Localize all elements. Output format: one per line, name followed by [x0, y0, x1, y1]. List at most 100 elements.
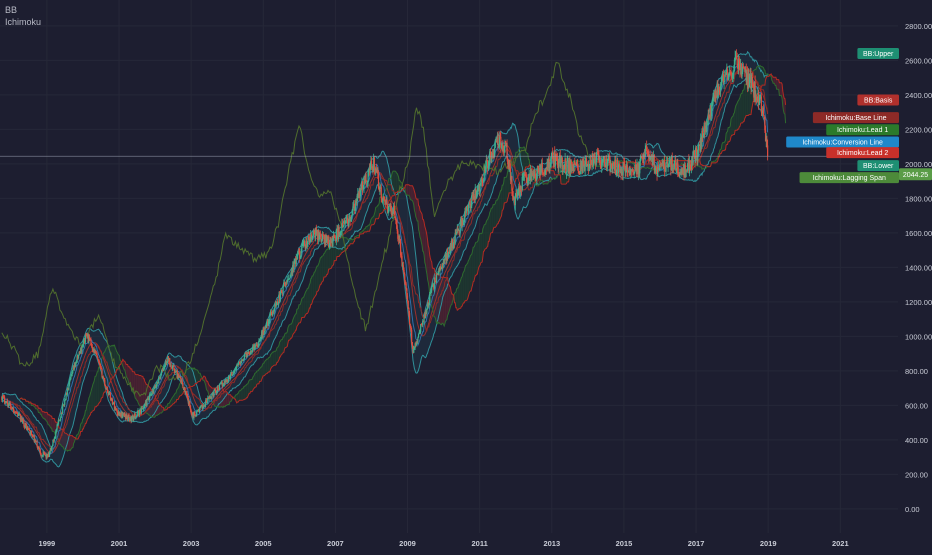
ichimoku-cloud-segment	[461, 277, 462, 308]
ichimoku-cloud-segment	[242, 389, 243, 400]
ichimoku-cloud-segment	[488, 216, 489, 242]
ichimoku-cloud-segment	[481, 233, 482, 262]
ichimoku-cloud-segment	[271, 354, 272, 369]
ichimoku-cloud-segment	[742, 90, 743, 123]
ichimoku-cloud-segment	[268, 358, 269, 373]
ichimoku-cloud-segment	[265, 360, 266, 375]
ichimoku-cloud-segment	[314, 272, 315, 299]
candle-body	[411, 330, 412, 342]
ichimoku-cloud-segment	[723, 142, 724, 150]
ichimoku-cloud-segment	[95, 376, 96, 406]
candle-body	[171, 365, 172, 368]
ichimoku-cloud-segment	[459, 282, 460, 309]
ichimoku-cloud-segment	[423, 220, 424, 256]
ichimoku-cloud-segment	[463, 272, 464, 304]
ichimoku-cloud-segment	[197, 370, 198, 384]
candle-body	[436, 274, 437, 283]
ichimoku-cloud-segment	[448, 282, 449, 314]
ichimoku-cloud-segment	[468, 260, 469, 297]
ichimoku-cloud-segment	[92, 387, 93, 413]
y-axis-tick-label: 1600.00	[905, 229, 932, 238]
ichimoku-cloud-segment	[485, 224, 486, 249]
ichimoku-cloud-segment	[298, 308, 299, 325]
ichimoku-cloud-segment	[777, 80, 778, 90]
ichimoku-cloud-segment	[327, 249, 328, 274]
ichimoku-cloud-segment	[277, 348, 278, 363]
ichimoku-cloud-segment	[311, 278, 312, 304]
ichimoku-cloud-segment	[92, 384, 93, 411]
candle-body	[706, 125, 707, 132]
ichimoku-cloud-segment	[526, 152, 527, 167]
ichimoku-cloud-segment	[737, 103, 738, 130]
candle-body	[101, 369, 102, 377]
ichimoku-cloud-segment	[94, 380, 95, 410]
ichimoku-cloud-segment	[312, 276, 313, 303]
candle-body	[23, 421, 24, 426]
ichimoku-cloud-segment	[72, 436, 73, 449]
ichimoku-cloud-segment	[141, 376, 142, 408]
indicator-tag-label: Ichimoku:Lead 2	[837, 150, 888, 157]
candle-body	[135, 417, 136, 419]
ichimoku-cloud-segment	[408, 185, 409, 196]
ichimoku-cloud-segment	[306, 290, 307, 314]
ichimoku-cloud-segment	[289, 324, 290, 340]
candle-body	[431, 286, 432, 290]
candle-body	[381, 187, 382, 197]
ichimoku-cloud-segment	[303, 297, 304, 318]
candle-body	[698, 145, 699, 150]
ichimoku-cloud-segment	[408, 185, 409, 196]
candle-body	[743, 66, 744, 67]
indicator-tag-label: Ichimoku:Lead 1	[837, 127, 888, 134]
ichimoku-cloud-segment	[313, 275, 314, 301]
y-axis-tick-label: 1000.00	[905, 332, 932, 341]
ichimoku-cloud-segment	[199, 373, 200, 382]
candle-body	[213, 391, 214, 396]
ichimoku-cloud-segment	[302, 298, 303, 318]
ichimoku-cloud-segment	[496, 200, 497, 227]
ichimoku-cloud-segment	[260, 368, 261, 381]
ichimoku-cloud-segment	[745, 84, 746, 118]
x-axis-year-label: 2011	[472, 539, 488, 548]
ichimoku-cloud-segment	[307, 288, 308, 313]
ichimoku-cloud-segment	[71, 436, 72, 450]
candle-body	[36, 441, 37, 445]
ichimoku-cloud-segment	[53, 419, 54, 432]
ichimoku-cloud-segment	[324, 253, 325, 277]
ichimoku-cloud-segment	[244, 386, 245, 400]
candle-body	[763, 108, 764, 116]
y-axis-tick-label: 600.00	[905, 401, 928, 410]
ichimoku-cloud-segment	[727, 132, 728, 145]
ichimoku-cloud-segment	[276, 350, 277, 365]
ichimoku-cloud-segment	[137, 375, 138, 401]
ichimoku-cloud-segment	[98, 367, 99, 405]
ichimoku-cloud-segment	[500, 190, 501, 218]
indicator-tag-label: BB:Upper	[863, 51, 894, 58]
ichimoku-cloud-segment	[314, 272, 315, 298]
x-axis-year-label: 1999	[39, 539, 56, 548]
ichimoku-cloud-segment	[97, 372, 98, 406]
candle-body	[583, 160, 584, 164]
ichimoku-cloud-segment	[295, 314, 296, 332]
ichimoku-cloud-segment	[409, 185, 410, 197]
ichimoku-cloud-segment	[318, 265, 319, 292]
legend-ichimoku[interactable]: Ichimoku	[5, 16, 41, 28]
candle-body	[332, 240, 333, 246]
ichimoku-cloud-segment	[740, 94, 741, 126]
ichimoku-cloud-segment	[376, 207, 377, 219]
ichimoku-cloud-segment	[140, 376, 141, 408]
indicator-tag-label: BB:Lower	[863, 163, 894, 170]
ichimoku-cloud-segment	[260, 367, 261, 381]
ichimoku-cloud-segment	[316, 266, 317, 295]
ichimoku-cloud-segment	[96, 375, 97, 407]
ichimoku-cloud-segment	[469, 258, 470, 294]
candle-body	[182, 383, 183, 388]
ichimoku-cloud-segment	[325, 251, 326, 277]
ichimoku-cloud-segment	[289, 325, 290, 340]
candle-body	[459, 225, 460, 233]
x-axis-year-label: 2015	[616, 539, 633, 548]
legend-bb[interactable]: BB	[5, 4, 41, 16]
ichimoku-cloud-segment	[504, 177, 505, 203]
ichimoku-cloud-segment	[258, 370, 259, 384]
